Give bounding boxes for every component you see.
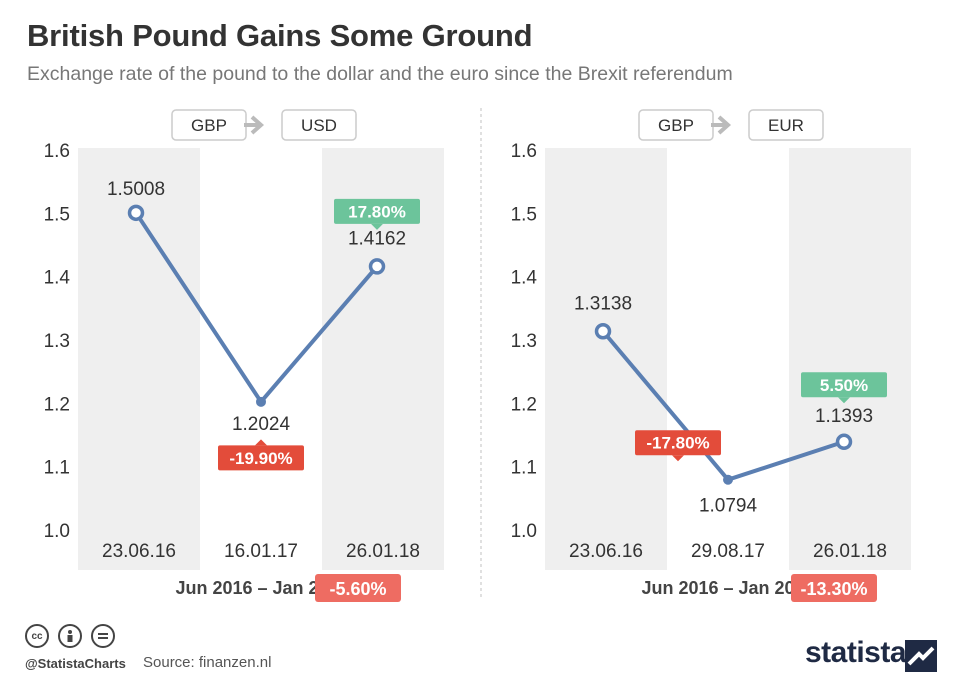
period-change-bg xyxy=(315,574,401,602)
source-note: Source: finanzen.nl xyxy=(143,654,272,671)
change-badge-pointer xyxy=(371,223,383,230)
currency-pill-to-box xyxy=(748,109,824,141)
y-tick-label: 1.1 xyxy=(511,458,537,479)
data-point xyxy=(368,258,386,275)
period-change-badge: -5.60% xyxy=(315,574,401,602)
data-point xyxy=(723,474,733,485)
change-badge: -19.90% xyxy=(218,439,304,471)
footer-left: cc @StatistaCharts Source: finanzen.nl xyxy=(25,624,345,674)
y-tick-label: 1.4 xyxy=(44,268,71,289)
y-tick-label: 1.6 xyxy=(511,141,537,162)
chart-title: British Pound Gains Some Ground xyxy=(27,18,533,53)
arrow-right-icon xyxy=(244,115,265,135)
statista-mark-icon xyxy=(905,640,937,672)
data-label: 1.3138 xyxy=(574,293,632,314)
y-tick-label: 1.3 xyxy=(44,331,70,352)
y-tick-label: 1.1 xyxy=(44,458,70,479)
x-tick-label: 16.01.17 xyxy=(224,541,298,562)
currency-pill-to-text: USD xyxy=(301,116,337,135)
x-tick-label: 23.06.16 xyxy=(102,541,176,562)
change-badge-bg xyxy=(334,198,420,224)
change-badge-bg xyxy=(801,372,887,398)
currency-pill-from-text: GBP xyxy=(658,116,694,135)
change-badge-text: -17.80% xyxy=(646,434,709,453)
change-badge-text: -19.90% xyxy=(229,449,292,468)
y-tick-label: 1.6 xyxy=(44,141,70,162)
y-tick-label: 1.3 xyxy=(511,331,537,352)
charts-area: 1.6 1.5 1.4 1.3 1.2 1.1 1.0 GBP USD 1.5008 1.2024 -… xyxy=(0,100,960,610)
y-tick-label: 1.4 xyxy=(511,268,538,289)
currency-pill-to-text: EUR xyxy=(768,116,804,135)
currency-pill-from: GBP xyxy=(171,109,247,141)
data-label: 1.2024 xyxy=(232,414,291,435)
change-badge: 5.50% xyxy=(801,372,887,404)
period-change-bg xyxy=(791,574,877,602)
data-label: 1.0794 xyxy=(699,496,758,517)
currency-pill-to: USD xyxy=(281,109,357,141)
charts-svg: 1.6 1.5 1.4 1.3 1.2 1.1 1.0 GBP USD 1.5008 1.2024 -… xyxy=(44,108,911,602)
y-tick-label: 1.5 xyxy=(44,204,70,225)
data-label: 1.1393 xyxy=(815,406,873,427)
x-tick-label: 26.01.18 xyxy=(346,541,420,562)
period-change-text: -13.30% xyxy=(800,579,867,599)
currency-pill-from: GBP xyxy=(638,109,714,141)
y-tick-label: 1.2 xyxy=(511,394,537,415)
period-label: Jun 2016 – Jan 2018 xyxy=(175,578,348,598)
period-change-text: -5.60% xyxy=(329,579,386,599)
statista-logo[interactable]: statista xyxy=(805,636,945,676)
period-change-badge: -13.30% xyxy=(791,574,877,602)
by-icon xyxy=(58,624,82,648)
change-badge-pointer xyxy=(838,397,850,404)
column-band xyxy=(545,148,667,570)
period-label: Jun 2016 – Jan 2018 xyxy=(641,578,814,598)
data-point xyxy=(594,323,612,340)
currency-pill-to-box xyxy=(281,109,357,141)
data-point xyxy=(835,433,853,451)
y-tick-label: 1.2 xyxy=(44,394,70,415)
arrow-right-icon xyxy=(711,115,732,135)
arrow-head xyxy=(717,115,732,135)
arrow-head xyxy=(250,115,265,135)
chart-subtitle: Exchange rate of the pound to the dollar… xyxy=(27,63,733,85)
y-tick-label: 1.5 xyxy=(511,204,537,225)
change-badge: -17.80% xyxy=(635,430,721,462)
twitter-handle[interactable]: @StatistaCharts xyxy=(25,656,126,671)
data-point xyxy=(256,396,266,407)
change-badge-text: 5.50% xyxy=(820,376,868,395)
currency-pill-to: EUR xyxy=(748,109,824,141)
data-label: 1.4162 xyxy=(348,228,406,249)
x-tick-label: 23.06.16 xyxy=(569,541,643,562)
column-band xyxy=(789,148,911,570)
chart-panel-1: 1.6 1.5 1.4 1.3 1.2 1.1 1.0 GBP USD 1.5008 1.2024 -… xyxy=(44,109,444,602)
x-tick-label: 29.08.17 xyxy=(691,541,765,562)
statista-wordmark: statista xyxy=(805,636,907,669)
y-tick-label: 1.0 xyxy=(511,521,537,542)
change-badge: 17.80% xyxy=(334,198,420,230)
x-tick-label: 26.01.18 xyxy=(813,541,887,562)
currency-pill-from-text: GBP xyxy=(191,116,227,135)
data-label: 1.5008 xyxy=(107,179,165,200)
change-badge-pointer xyxy=(255,439,267,446)
cc-icon: cc xyxy=(25,624,49,648)
y-tick-label: 1.0 xyxy=(44,521,70,542)
data-point xyxy=(127,204,145,222)
chart-panel-2: 1.6 1.5 1.4 1.3 1.2 1.1 1.0 GBP EUR 1.3138 1.0794 -… xyxy=(511,109,911,602)
change-badge-text: 17.80% xyxy=(348,202,406,221)
change-badge-bg xyxy=(218,445,304,471)
nd-icon xyxy=(91,624,115,648)
change-badge-bg xyxy=(635,430,721,456)
change-badge-pointer xyxy=(672,455,684,462)
